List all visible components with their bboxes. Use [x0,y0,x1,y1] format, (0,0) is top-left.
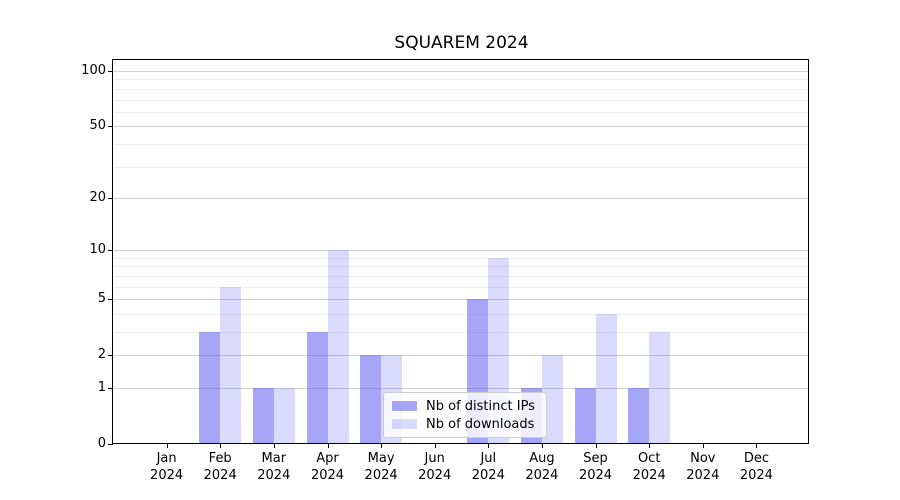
x-tick-label: Oct 2024 [632,451,666,483]
y-minor-gridline [113,275,809,277]
x-tick [649,444,651,448]
y-minor-gridline [113,332,809,333]
x-tick [220,444,222,448]
x-tick [756,444,758,448]
x-tick [273,444,275,448]
y-tick [108,444,113,445]
y-minor-gridline [113,99,809,101]
y-major-gridline [113,250,809,252]
bar-downloads-mar [273,388,295,444]
x-tick [595,444,597,448]
y-major-gridline [113,388,809,389]
x-tick-label: Feb 2024 [203,451,237,483]
x-tick [488,444,490,448]
x-tick [327,444,329,448]
y-minor-gridline [113,313,809,315]
x-tick-label: Nov 2024 [686,451,720,483]
y-tick-label: 1 [97,380,106,395]
y-minor-gridline [113,286,809,288]
x-tick [702,444,704,448]
bar-distinct-ips-oct [628,388,650,444]
x-tick-label: Apr 2024 [310,451,345,483]
y-tick-label: 20 [89,189,106,205]
legend-item-distinct-ips: Nb of distinct IPs [392,398,538,414]
x-tick-label: Dec 2024 [739,451,773,483]
y-minor-gridline [113,143,809,145]
chart-title: SQUAREM 2024 [394,33,529,53]
legend-label-downloads: Nb of downloads [426,416,535,432]
y-major-gridline [113,299,809,301]
bar-distinct-ips-feb [199,332,221,444]
bar-downloads-apr [327,250,349,444]
y-tick-label: 2 [97,347,106,363]
x-tick [166,444,168,448]
y-tick-label: 0 [97,436,106,451]
x-tick [434,444,436,448]
x-tick-label: Jun 2024 [418,451,452,483]
y-tick-label: 50 [89,118,106,134]
bar-distinct-ips-sep [574,388,596,444]
x-tick-label: Mar 2024 [257,451,291,483]
bar-downloads-oct [649,332,671,444]
y-major-gridline [113,71,809,72]
bar-distinct-ips-mar [252,388,274,444]
y-tick [108,250,113,252]
y-minor-gridline [113,257,809,259]
y-tick-label: 10 [89,242,106,258]
y-tick [108,299,113,301]
y-tick [108,355,113,357]
bar-downloads-aug [541,355,563,444]
bar-distinct-ips-apr [306,332,328,444]
y-minor-gridline [113,79,809,81]
y-major-gridline [113,126,809,128]
y-tick [108,388,113,389]
y-minor-gridline [113,266,809,268]
y-minor-gridline [113,111,809,113]
y-tick [108,126,113,128]
x-tick-label: Sep 2024 [578,451,613,483]
legend-swatch-downloads [392,419,417,429]
x-tick-label: May 2024 [364,451,398,483]
y-tick-label: 100 [81,63,106,78]
legend: Nb of distinct IPs Nb of downloads [383,392,547,438]
y-minor-gridline [113,166,809,168]
legend-label-distinct-ips: Nb of distinct IPs [426,398,535,414]
legend-item-downloads: Nb of downloads [392,416,538,432]
y-major-gridline [113,355,809,357]
bar-distinct-ips-may [360,355,382,444]
y-tick [108,197,113,199]
legend-swatch-distinct-ips [392,401,417,411]
y-tick [108,71,113,72]
x-tick [541,444,543,448]
y-tick-label: 5 [97,291,106,307]
x-tick [381,444,383,448]
y-minor-gridline [113,88,809,90]
y-major-gridline [113,197,809,199]
x-tick-label: Jul 2024 [471,451,505,483]
bar-downloads-sep [595,313,617,444]
bar-downloads-feb [220,286,242,444]
x-tick-label: Aug 2024 [525,451,559,483]
x-tick-label: Jan 2024 [150,451,184,483]
